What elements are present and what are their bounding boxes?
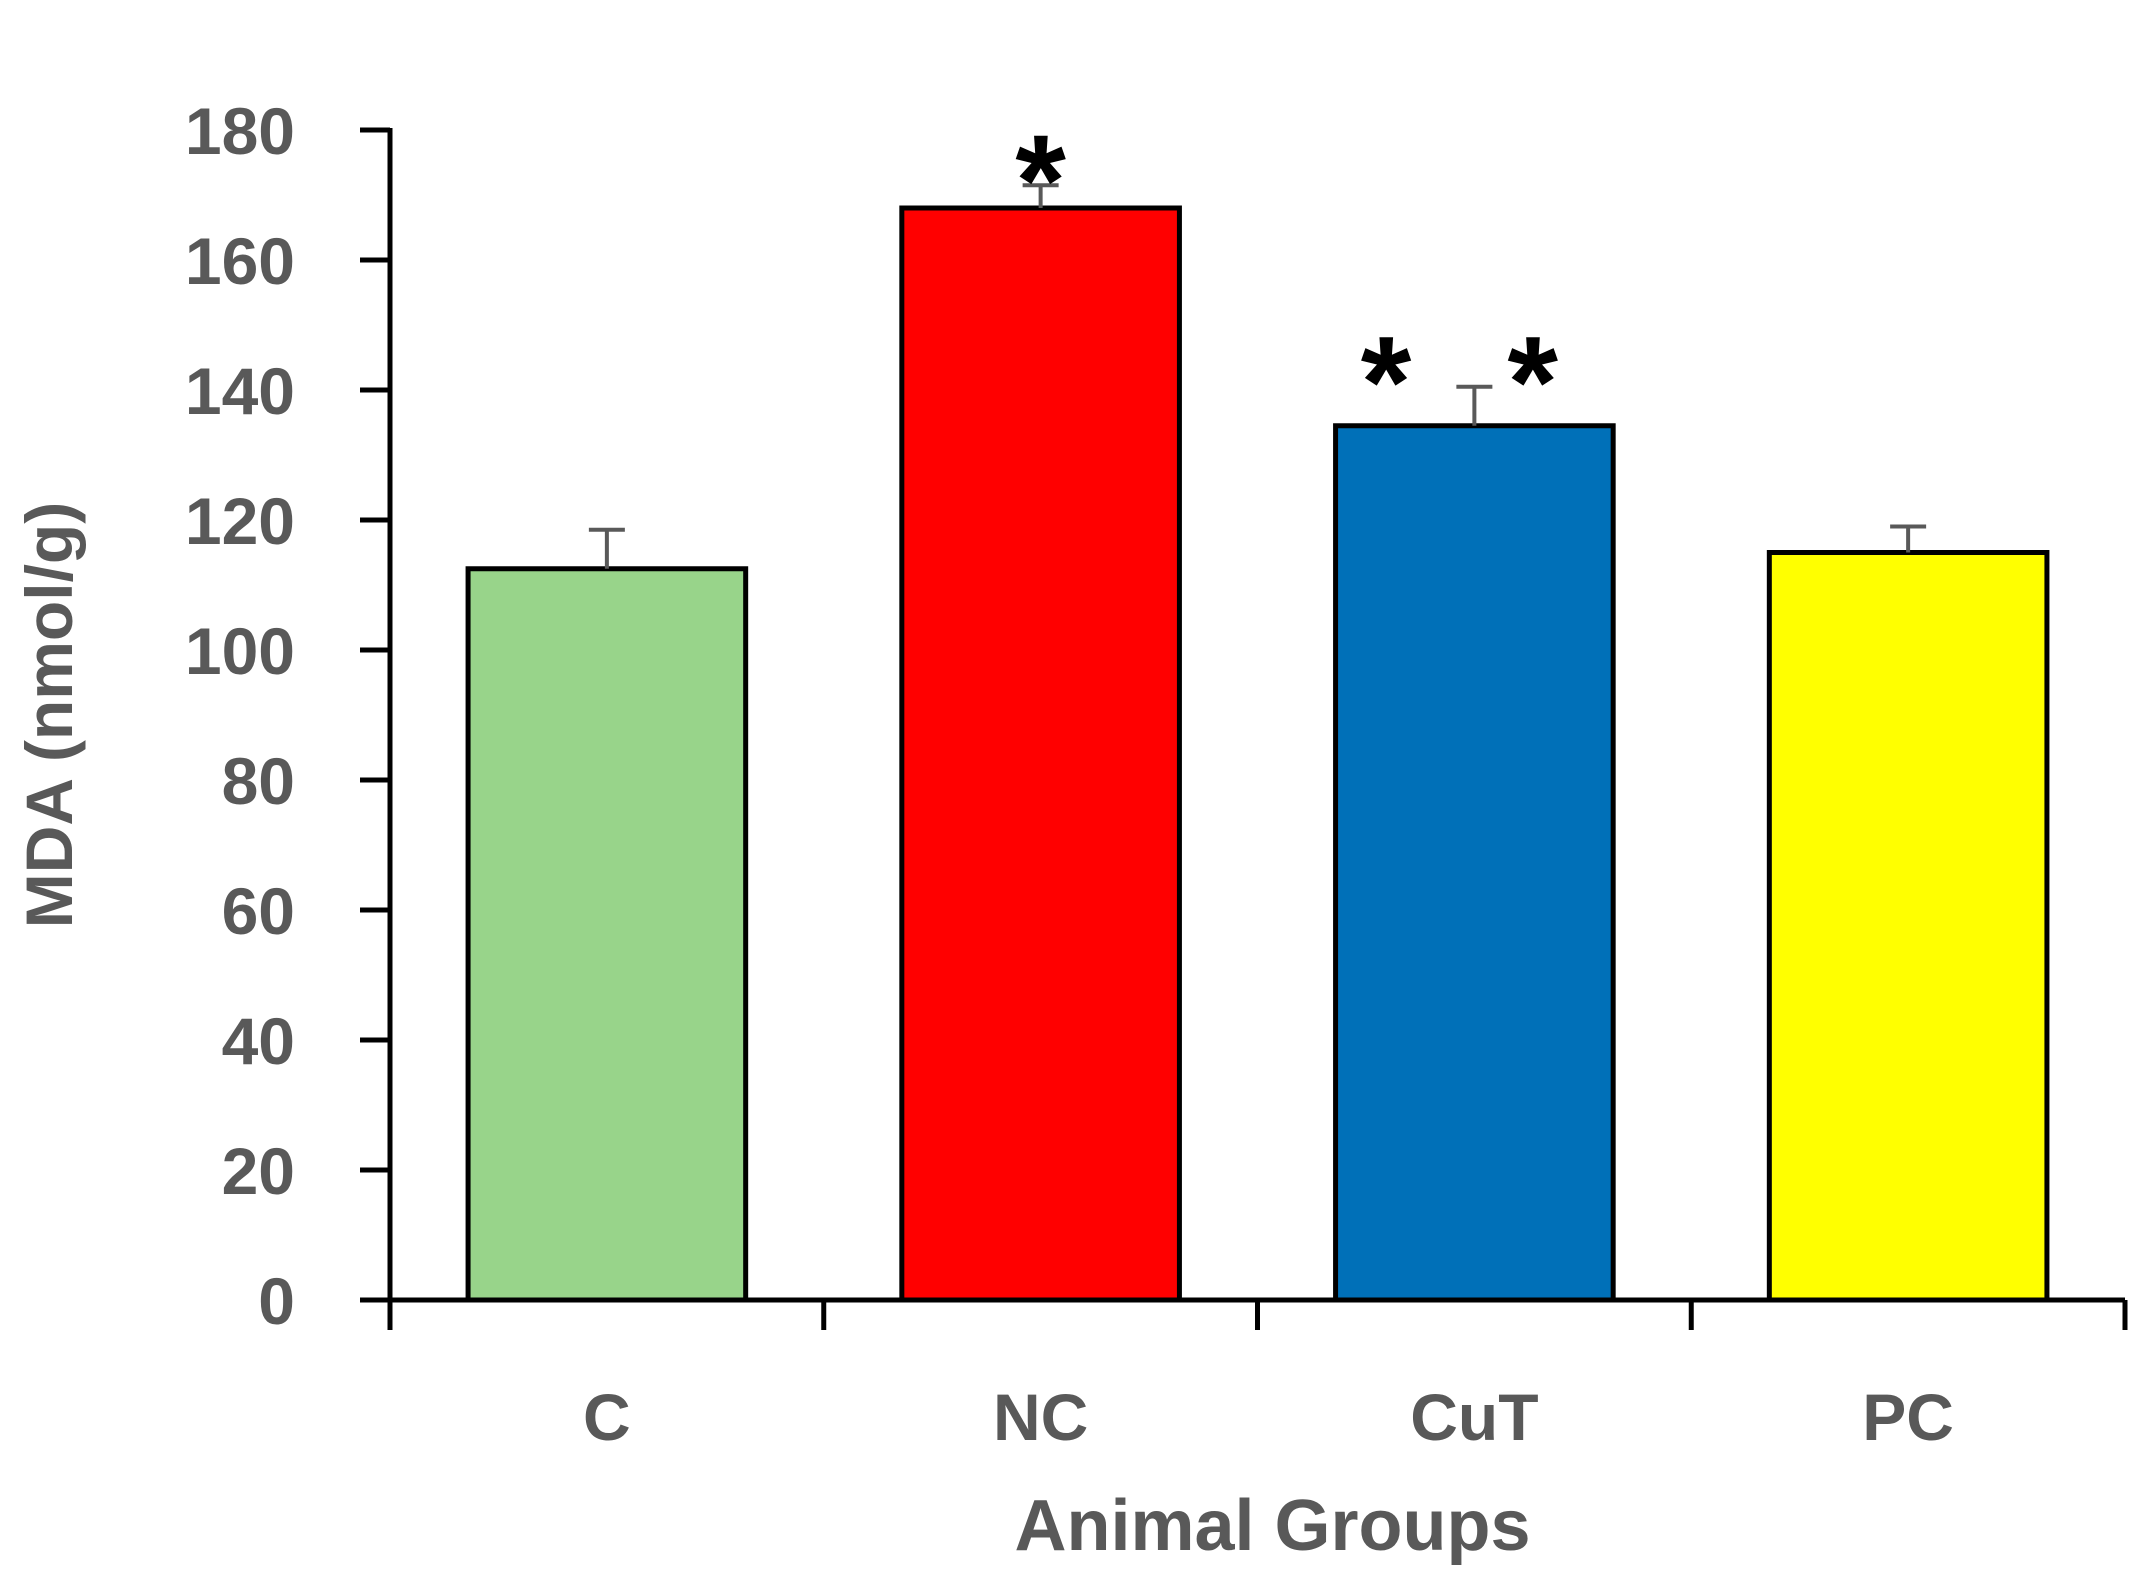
bars: * * * — [465, 107, 2050, 1303]
bar-cut — [1333, 423, 1616, 1303]
y-tick-label: 160 — [185, 224, 295, 298]
x-tick-label: CuT — [1410, 1380, 1538, 1454]
y-tick-label: 60 — [222, 874, 295, 948]
x-tick-label: NC — [993, 1380, 1088, 1454]
x-axis: C NC CuT PC — [360, 1297, 2128, 1454]
x-tick-label: C — [583, 1380, 631, 1454]
x-tick-label: PC — [1862, 1380, 1954, 1454]
y-tick-label: 120 — [185, 484, 295, 558]
bar-pc — [1766, 550, 2050, 1303]
axis-labels: MDA (nmol/g) Animal Groups — [12, 502, 1531, 1566]
y-tick-label: 0 — [258, 1264, 295, 1338]
y-tick-label: 20 — [222, 1134, 295, 1208]
significance-marker: * — [1015, 107, 1066, 253]
y-tick-label: 40 — [222, 1004, 295, 1078]
bar-c — [465, 566, 749, 1303]
y-tick-label: 180 — [185, 94, 295, 168]
y-axis: 0 20 40 60 80 100 120 140 160 180 — [185, 94, 393, 1338]
significance-marker: * * — [1361, 309, 1588, 455]
x-axis-label: Animal Groups — [1014, 1486, 1530, 1566]
y-tick-label: 80 — [222, 744, 295, 818]
y-tick-label: 100 — [185, 614, 295, 688]
bar-nc — [899, 205, 1182, 1303]
y-tick-label: 140 — [185, 354, 295, 428]
y-axis-label: MDA (nmol/g) — [12, 502, 86, 928]
